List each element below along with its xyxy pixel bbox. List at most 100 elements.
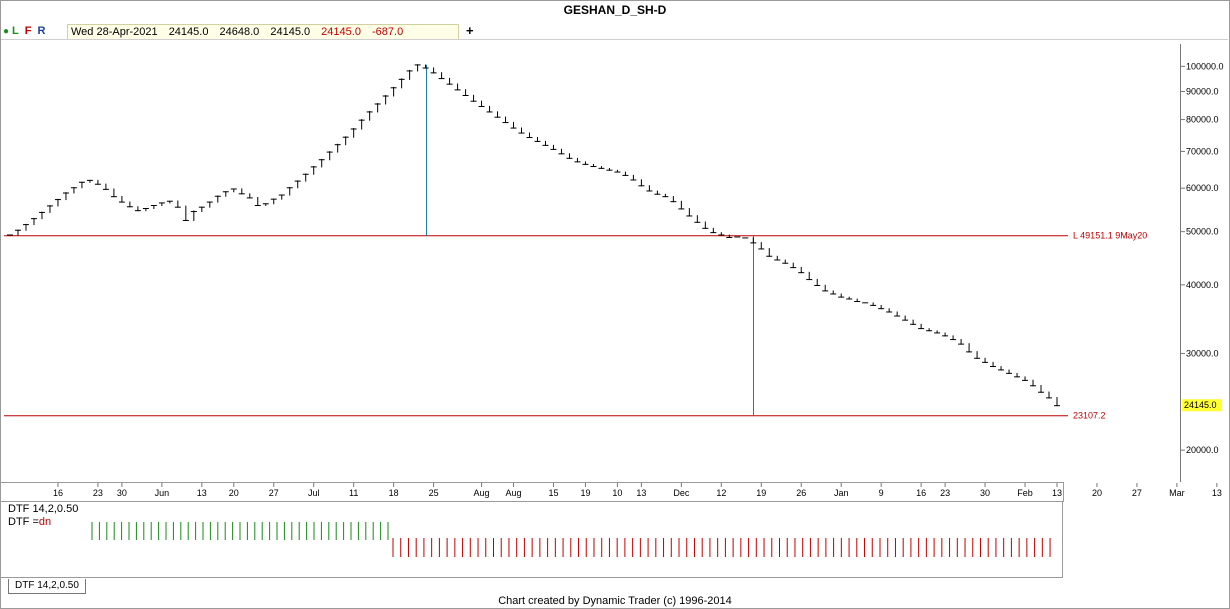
price-bar xyxy=(886,308,893,313)
price-bar xyxy=(934,330,941,334)
f-button[interactable]: F xyxy=(24,25,32,37)
x-tick-label: 11 xyxy=(349,488,358,498)
dtf-title: DTF 14,2,0.50 xyxy=(8,503,79,515)
price-bar xyxy=(190,210,197,221)
price-bar xyxy=(790,262,797,269)
price-bar xyxy=(14,229,21,236)
x-tick-label: 19 xyxy=(756,488,766,498)
price-bar xyxy=(926,328,933,332)
price-bar xyxy=(366,110,373,121)
y-tick-label: 70000.0 xyxy=(1186,146,1219,156)
price-bar xyxy=(94,179,101,185)
price-bar xyxy=(798,267,805,274)
price-bar xyxy=(334,143,341,153)
price-bar xyxy=(750,237,757,244)
last-price-marker xyxy=(1182,399,1222,412)
x-tick-label: 15 xyxy=(548,488,558,498)
price-bar xyxy=(302,173,309,182)
price-bar xyxy=(86,179,93,183)
price-bar xyxy=(1022,376,1029,381)
x-tick-label: 27 xyxy=(1132,488,1142,498)
price-bar xyxy=(470,94,477,102)
price-bar xyxy=(414,64,421,72)
add-plus-icon[interactable]: + xyxy=(466,23,474,38)
price-bar xyxy=(438,72,445,80)
x-tick-label: Jun xyxy=(155,488,170,498)
x-tick-label: 10 xyxy=(612,488,622,498)
price-bar xyxy=(46,205,53,213)
x-tick-label: 16 xyxy=(53,488,63,498)
x-tick-label: Aug xyxy=(474,488,490,498)
price-bar xyxy=(422,64,429,69)
price-bar xyxy=(582,161,589,165)
price-bar xyxy=(942,332,949,337)
price-bar xyxy=(262,203,269,206)
price-bar xyxy=(30,217,37,226)
dtf-state-value: dn xyxy=(38,516,52,528)
price-bar xyxy=(118,196,125,203)
level-label: L 49151.1 9May20 xyxy=(1073,231,1147,241)
x-tick-label: 19 xyxy=(580,488,590,498)
price-bar xyxy=(574,157,581,163)
price-bar xyxy=(374,103,381,113)
price-bar xyxy=(222,191,229,197)
r-button[interactable]: R xyxy=(37,25,46,37)
price-bar xyxy=(1046,391,1053,399)
price-bar xyxy=(534,137,541,142)
price-bar xyxy=(102,183,109,190)
price-bar xyxy=(150,204,157,209)
bar-change: -687.0 xyxy=(372,26,404,38)
price-bar xyxy=(1014,372,1021,378)
price-bar xyxy=(510,121,517,129)
x-tick-label: 13 xyxy=(197,488,207,498)
price-bar xyxy=(398,78,405,89)
price-bar xyxy=(846,296,853,300)
price-bar xyxy=(390,86,397,97)
x-tick-label: 23 xyxy=(93,488,103,498)
y-tick-label: 80000.0 xyxy=(1186,115,1219,125)
price-bar xyxy=(382,95,389,105)
price-bar xyxy=(318,158,325,168)
indicator-pane xyxy=(0,501,1063,578)
price-bar xyxy=(630,174,637,181)
price-bar xyxy=(878,304,885,310)
status-dot-icon: ● xyxy=(3,25,10,37)
price-bar xyxy=(958,339,965,345)
price-bar xyxy=(950,335,957,341)
price-bar xyxy=(646,185,653,192)
x-tick-label: Dec xyxy=(673,488,690,498)
price-bar xyxy=(526,132,533,139)
price-bar xyxy=(198,206,205,213)
price-bar xyxy=(566,153,573,159)
bar-low: 24145.0 xyxy=(270,26,311,38)
price-bar xyxy=(270,198,277,205)
tab-dtf-indicator[interactable]: DTF 14,2,0.50 xyxy=(8,579,86,594)
price-bar xyxy=(918,323,925,330)
price-bar xyxy=(998,366,1005,371)
chart-title: GESHAN_D_SH-D xyxy=(563,3,667,17)
price-bar xyxy=(766,248,773,257)
price-bar xyxy=(342,136,349,146)
price-bar xyxy=(694,215,701,223)
price-bar xyxy=(62,192,69,201)
toolbar: ● L F R xyxy=(3,24,51,38)
x-tick-label: 30 xyxy=(980,488,990,498)
price-bar xyxy=(1006,369,1013,374)
x-tick-label: 9 xyxy=(879,488,884,498)
price-bar xyxy=(902,315,909,321)
price-bar xyxy=(774,255,781,261)
price-bar xyxy=(838,293,845,298)
price-bar xyxy=(518,127,525,134)
x-tick-label: 13 xyxy=(636,488,646,498)
x-tick-label: Jul xyxy=(308,488,320,498)
l-button[interactable]: L xyxy=(12,25,19,37)
price-bar xyxy=(718,232,725,236)
price-bar xyxy=(598,166,605,169)
price-bar xyxy=(726,234,733,238)
price-bar xyxy=(310,166,317,175)
price-bar xyxy=(814,278,821,286)
price-bar xyxy=(678,200,685,210)
price-bar xyxy=(558,148,565,155)
price-bar xyxy=(78,181,85,189)
